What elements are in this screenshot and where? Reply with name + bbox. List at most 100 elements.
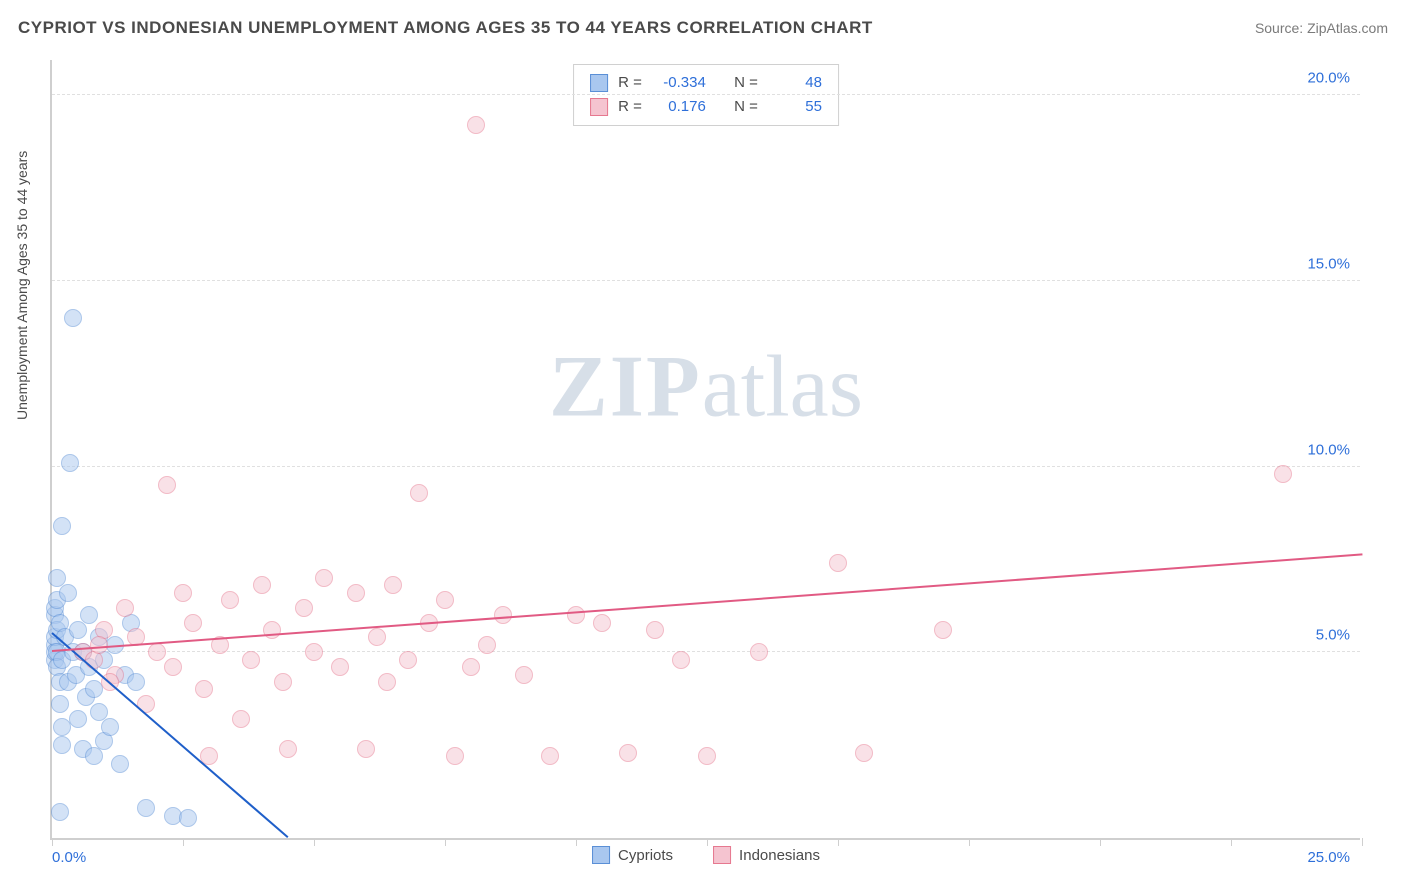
data-point	[478, 636, 496, 654]
r-label: R =	[618, 95, 642, 119]
data-point	[331, 658, 349, 676]
data-point	[698, 747, 716, 765]
n-label: N =	[734, 95, 758, 119]
data-point	[855, 744, 873, 762]
data-point	[53, 736, 71, 754]
chart-title: CYPRIOT VS INDONESIAN UNEMPLOYMENT AMONG…	[18, 18, 873, 38]
data-point	[85, 747, 103, 765]
data-point	[179, 809, 197, 827]
data-point	[357, 740, 375, 758]
data-point	[61, 454, 79, 472]
data-point	[672, 651, 690, 669]
gridline	[52, 466, 1360, 467]
y-tick-label: 10.0%	[1307, 441, 1350, 458]
data-point	[80, 606, 98, 624]
y-tick-label: 15.0%	[1307, 255, 1350, 272]
data-point	[253, 576, 271, 594]
watermark-zip: ZIP	[549, 338, 702, 435]
data-point	[111, 755, 129, 773]
data-point	[137, 799, 155, 817]
x-tick-mark	[183, 838, 184, 846]
data-point	[515, 666, 533, 684]
x-tick-mark	[52, 838, 53, 846]
data-point	[69, 621, 87, 639]
data-point	[619, 744, 637, 762]
r-value-indonesians: 0.176	[652, 95, 706, 119]
data-point	[279, 740, 297, 758]
x-axis-max-label: 25.0%	[1307, 849, 1350, 866]
y-tick-label: 20.0%	[1307, 70, 1350, 87]
swatch-cypriots	[590, 74, 608, 92]
data-point	[750, 643, 768, 661]
data-point	[368, 628, 386, 646]
data-point	[69, 710, 87, 728]
x-tick-mark	[576, 838, 577, 846]
data-point	[646, 621, 664, 639]
data-point	[64, 309, 82, 327]
legend-row-indonesians: R = 0.176 N = 55	[590, 95, 822, 119]
gridline	[52, 94, 1360, 95]
source-attribution: Source: ZipAtlas.com	[1255, 20, 1388, 36]
legend-label: Indonesians	[739, 847, 820, 864]
data-point	[295, 599, 313, 617]
legend-item-cypriots: Cypriots	[592, 846, 673, 864]
data-point	[934, 621, 952, 639]
data-point	[116, 599, 134, 617]
x-tick-mark	[707, 838, 708, 846]
data-point	[436, 591, 454, 609]
data-point	[195, 680, 213, 698]
data-point	[410, 484, 428, 502]
y-tick-label: 5.0%	[1316, 627, 1350, 644]
data-point	[242, 651, 260, 669]
data-point	[399, 651, 417, 669]
data-point	[462, 658, 480, 676]
data-point	[378, 673, 396, 691]
data-point	[263, 621, 281, 639]
series-legend: Cypriots Indonesians	[592, 846, 820, 864]
trend-line	[52, 554, 1362, 653]
r-value-cypriots: -0.334	[652, 71, 706, 95]
data-point	[51, 803, 69, 821]
data-point	[305, 643, 323, 661]
data-point	[53, 517, 71, 535]
n-label: N =	[734, 71, 758, 95]
data-point	[384, 576, 402, 594]
swatch-cypriots	[592, 846, 610, 864]
data-point	[101, 718, 119, 736]
x-tick-mark	[838, 838, 839, 846]
data-point	[315, 569, 333, 587]
x-tick-mark	[445, 838, 446, 846]
data-point	[829, 554, 847, 572]
x-tick-mark	[314, 838, 315, 846]
data-point	[59, 584, 77, 602]
data-point	[274, 673, 292, 691]
watermark: ZIPatlas	[549, 336, 863, 437]
data-point	[567, 606, 585, 624]
x-tick-mark	[1362, 838, 1363, 846]
n-value-indonesians: 55	[768, 95, 822, 119]
r-label: R =	[618, 71, 642, 95]
data-point	[593, 614, 611, 632]
data-point	[158, 476, 176, 494]
x-tick-mark	[1100, 838, 1101, 846]
y-axis-label: Unemployment Among Ages 35 to 44 years	[14, 151, 30, 420]
legend-row-cypriots: R = -0.334 N = 48	[590, 71, 822, 95]
data-point	[164, 658, 182, 676]
swatch-indonesians	[590, 98, 608, 116]
x-axis-origin-label: 0.0%	[52, 849, 86, 866]
gridline	[52, 280, 1360, 281]
data-point	[127, 673, 145, 691]
data-point	[446, 747, 464, 765]
x-tick-mark	[1231, 838, 1232, 846]
data-point	[221, 591, 239, 609]
data-point	[467, 116, 485, 134]
x-tick-mark	[969, 838, 970, 846]
data-point	[174, 584, 192, 602]
title-bar: CYPRIOT VS INDONESIAN UNEMPLOYMENT AMONG…	[18, 18, 1388, 38]
watermark-atlas: atlas	[702, 338, 863, 435]
data-point	[184, 614, 202, 632]
scatter-chart: ZIPatlas R = -0.334 N = 48 R = 0.176 N =…	[50, 60, 1360, 840]
data-point	[148, 643, 166, 661]
n-value-cypriots: 48	[768, 71, 822, 95]
legend-label: Cypriots	[618, 847, 673, 864]
